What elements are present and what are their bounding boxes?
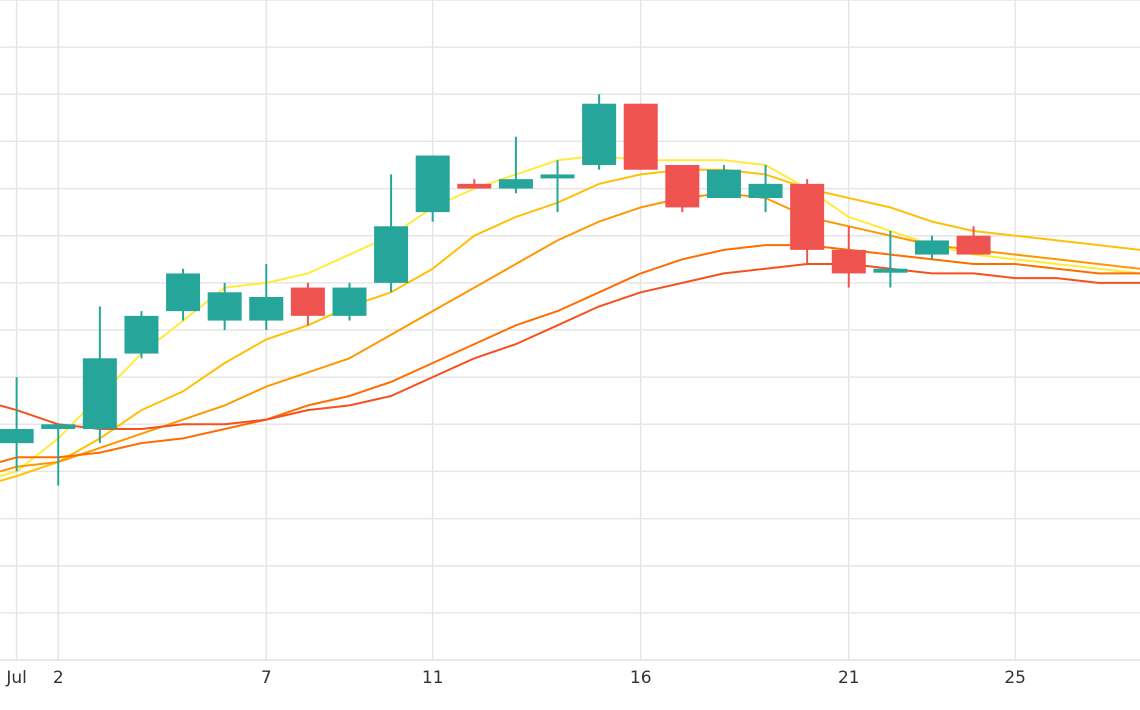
candle (498, 136, 533, 194)
candle-body (914, 240, 949, 255)
candle-body (82, 358, 117, 429)
x-tick-label: 25 (1004, 668, 1026, 688)
candle-body (540, 174, 575, 179)
candle-body (332, 287, 367, 316)
candle-body (457, 183, 492, 189)
candle-body (374, 226, 409, 283)
candle-body (249, 297, 284, 321)
candle (831, 226, 866, 288)
candle-body (166, 273, 201, 312)
candle (790, 179, 825, 264)
x-tick-label: 16 (630, 668, 652, 688)
candle (914, 235, 949, 260)
candle-body (41, 424, 76, 429)
candle-body (831, 249, 866, 274)
horizontal-gridlines (0, 0, 1140, 614)
candle-body (956, 235, 991, 255)
moving-average-line (0, 263, 1140, 430)
candle (873, 231, 908, 288)
candle (82, 306, 117, 444)
candle (457, 179, 492, 189)
candle-body (498, 179, 533, 189)
candle (540, 160, 575, 213)
candle-body (0, 429, 34, 444)
candle (374, 174, 409, 293)
x-tick-label: 2 (53, 668, 64, 688)
candle-body (582, 103, 617, 165)
moving-average-line (0, 244, 1140, 463)
x-axis: Jul 2 7 11 16 21 25 (0, 659, 1140, 688)
candles (0, 94, 991, 486)
candle-body (207, 292, 242, 321)
candle (415, 155, 450, 222)
candle (623, 103, 658, 170)
candle-body (706, 169, 741, 198)
moving-average-lines (0, 154, 1140, 482)
candle-body (623, 103, 658, 170)
candle (665, 165, 700, 213)
candle-body (665, 165, 700, 208)
moving-average-line (0, 154, 1140, 478)
candle-body (748, 183, 783, 198)
x-tick-label: Jul (5, 668, 27, 688)
candle-body (873, 268, 908, 273)
candle-body (790, 183, 825, 250)
candle-body (124, 315, 159, 354)
candle (956, 226, 991, 255)
candle (0, 377, 34, 472)
candle (207, 282, 242, 330)
candle (249, 264, 284, 330)
x-tick-label: 21 (838, 668, 860, 688)
candle (290, 282, 325, 326)
candle (706, 165, 741, 198)
x-tick-label: 11 (422, 668, 444, 688)
x-tick-label: 7 (261, 668, 272, 688)
candle (582, 94, 617, 170)
candle-body (290, 287, 325, 316)
candle (166, 268, 201, 321)
candle (332, 282, 367, 321)
moving-average-line (0, 168, 1140, 482)
candle-body (415, 155, 450, 213)
candle (124, 311, 159, 359)
candle (41, 424, 76, 486)
candle (748, 165, 783, 213)
